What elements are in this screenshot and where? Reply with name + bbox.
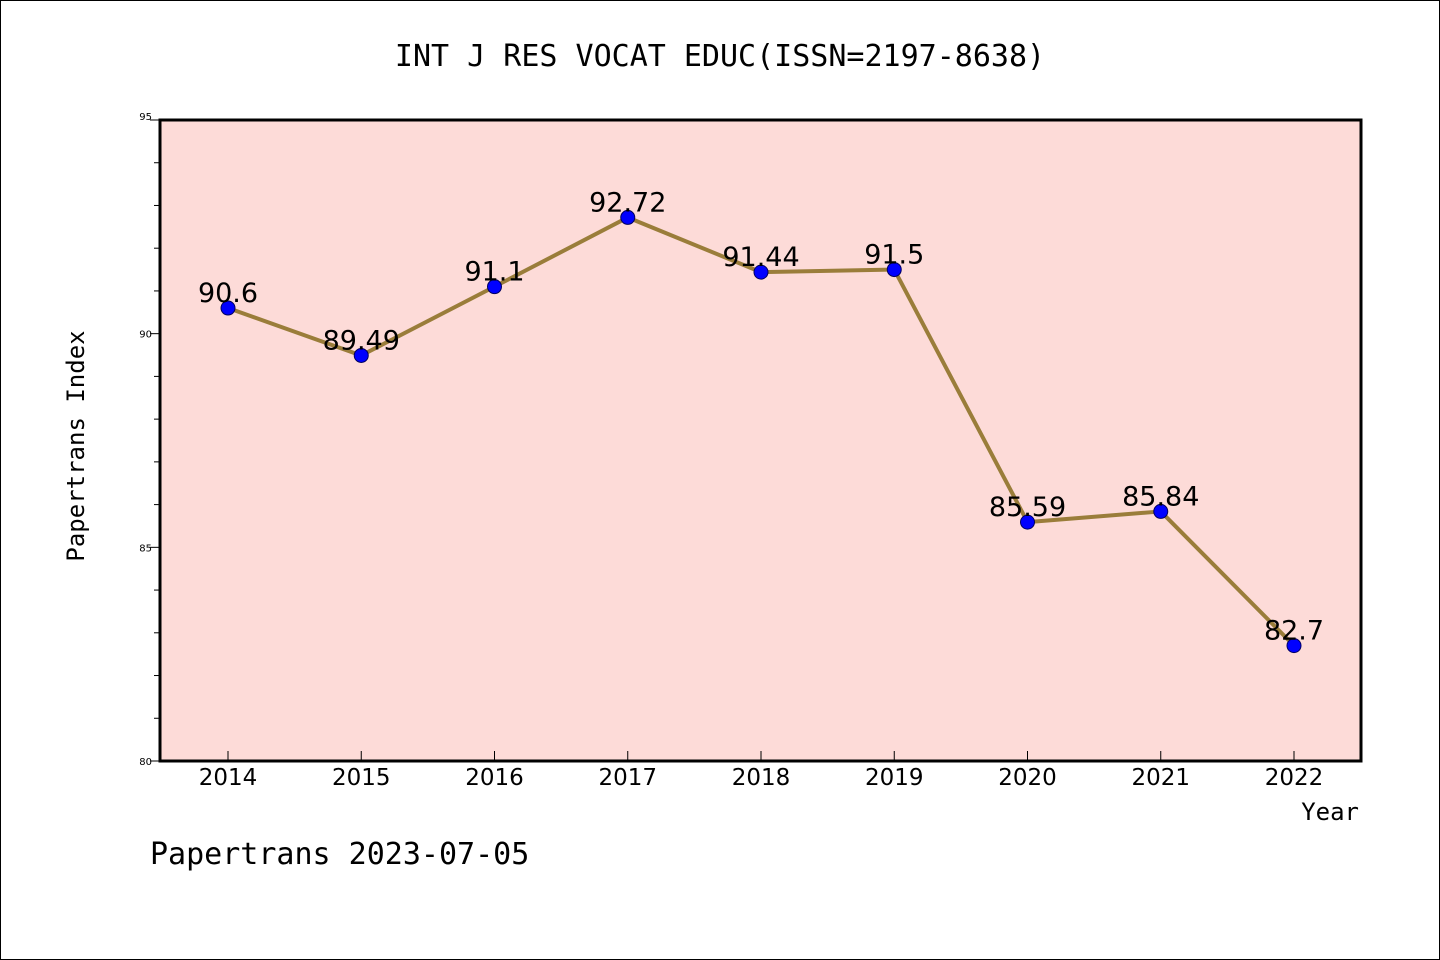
data-label: 82.7 <box>1264 616 1324 647</box>
data-label: 85.84 <box>1122 481 1199 512</box>
footer-text: Papertrans 2023-07-05 <box>150 837 529 872</box>
x-tick-label: 2022 <box>1265 765 1324 791</box>
data-label: 91.44 <box>722 242 799 273</box>
data-label: 91.5 <box>864 240 924 271</box>
x-tick-label: 2018 <box>732 765 791 791</box>
x-axis-title: Year <box>1301 798 1359 826</box>
data-label: 89.49 <box>323 325 400 356</box>
x-tick-label: 2017 <box>598 765 657 791</box>
data-point <box>753 264 769 280</box>
x-tick-label: 2019 <box>865 765 924 791</box>
y-tick-label: 90 <box>139 330 152 341</box>
y-tick-label: 85 <box>139 543 152 554</box>
x-tick-label: 2014 <box>199 765 258 791</box>
data-point <box>487 279 502 295</box>
data-label: 92.72 <box>589 187 666 218</box>
chart-title: INT J RES VOCAT EDUC(ISSN=2197-8638) <box>395 39 1045 74</box>
plot-area <box>158 118 1363 763</box>
y-tick-label: 80 <box>139 757 152 768</box>
data-point <box>1286 638 1302 654</box>
x-tick-label: 2016 <box>465 765 524 791</box>
data-label: 91.1 <box>464 257 524 288</box>
y-axis-title: Papertrans Index <box>62 330 90 561</box>
data-point <box>220 300 236 316</box>
data-point <box>1153 503 1169 519</box>
x-tick-label: 2020 <box>998 765 1057 791</box>
data-label: 85.59 <box>989 492 1066 523</box>
data-point <box>353 347 369 363</box>
y-tick-label: 95 <box>139 112 152 123</box>
data-label: 90.6 <box>198 278 258 309</box>
data-point <box>886 262 902 278</box>
x-tick-label: 2015 <box>332 765 391 791</box>
x-tick-label: 2021 <box>1131 765 1190 791</box>
data-point <box>620 209 636 225</box>
data-point <box>1020 514 1035 530</box>
